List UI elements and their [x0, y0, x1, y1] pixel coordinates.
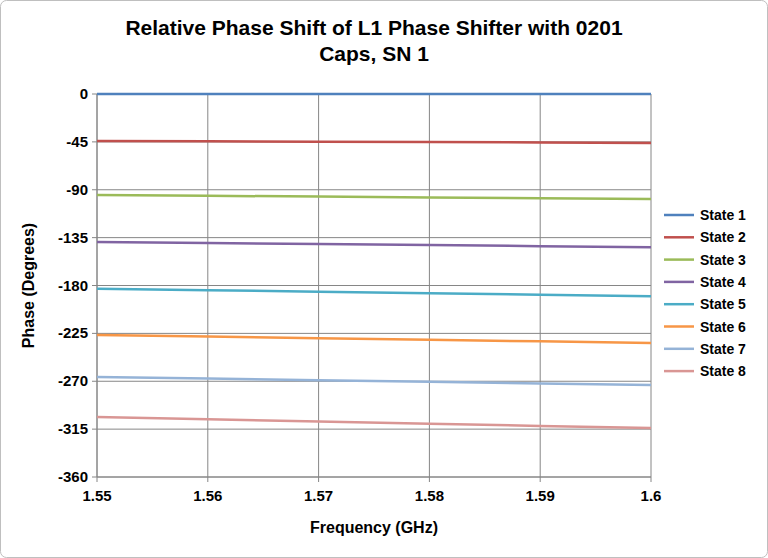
title: Relative Phase Shift of L1 Phase Shifter…	[125, 16, 622, 65]
y-tick	[92, 189, 97, 190]
series-line	[97, 289, 651, 296]
legend-swatch	[664, 303, 694, 306]
x-tick-label: 1.55	[82, 487, 111, 504]
legend-label: State 4	[700, 274, 746, 290]
lines	[97, 94, 651, 428]
y-tick-label: -360	[58, 468, 88, 485]
legend-swatch	[664, 214, 694, 217]
y-tick-label: -135	[58, 229, 88, 246]
y-grid-line	[97, 189, 651, 190]
legend-label: State 2	[700, 229, 746, 245]
legend-label: State 5	[700, 296, 746, 312]
y-tick-label: -90	[66, 181, 88, 198]
legend-label: State 8	[700, 363, 746, 379]
legend-label: State 6	[700, 319, 746, 335]
x-tick	[540, 477, 541, 482]
x-axis-label: Frequency (GHz)	[310, 519, 438, 536]
y-grid-line	[97, 429, 651, 430]
grid	[97, 94, 651, 477]
y-tick-label: -180	[58, 277, 88, 294]
legend-swatch	[664, 325, 694, 328]
x-grid-line	[318, 94, 319, 477]
x-grid-line	[540, 94, 541, 477]
y-tick	[92, 94, 97, 95]
y-tick	[92, 333, 97, 334]
y-tick	[92, 141, 97, 142]
y-tick	[92, 381, 97, 382]
legend: State 1 State 2 State 3 State 4 State 5 State…	[664, 207, 746, 379]
series-line	[97, 93, 651, 96]
x-tick-label: 1.58	[415, 487, 444, 504]
x-grid-line	[429, 94, 430, 477]
x-tick	[429, 477, 430, 482]
legend-swatch	[664, 281, 694, 284]
x-tick-label: 1.56	[193, 487, 222, 504]
y-tick	[92, 285, 97, 286]
legend-swatch	[664, 258, 694, 261]
y-grid-line	[97, 237, 651, 238]
series-line	[97, 335, 651, 343]
y-tick-label: -270	[58, 372, 88, 389]
y-tick	[92, 429, 97, 430]
x-tick	[318, 477, 319, 482]
legend-label: State 3	[700, 252, 746, 268]
x-tick-label: 1.6	[641, 487, 662, 504]
series-line	[97, 417, 651, 428]
y-grid-line	[97, 477, 651, 478]
legend-label: State 7	[700, 341, 746, 357]
legend-swatch	[664, 370, 694, 373]
x-axis-line	[97, 477, 651, 478]
x-tick-label: 1.59	[526, 487, 555, 504]
legend-swatch	[664, 348, 694, 351]
x-tick	[97, 477, 98, 482]
series-line	[97, 195, 651, 199]
y-tick-label: 0	[80, 85, 88, 102]
x-tick-label: 1.57	[304, 487, 333, 504]
y-tick-label: -315	[58, 420, 88, 437]
y-tick	[92, 477, 97, 478]
x-tick	[651, 477, 652, 482]
y-grid-line	[97, 141, 651, 142]
y-tick	[92, 237, 97, 238]
y-grid-line	[97, 285, 651, 286]
title-line: Relative Phase Shift of L1 Phase Shifter…	[125, 16, 622, 39]
chart-border	[1, 1, 768, 558]
series-line	[97, 377, 651, 385]
x-tick	[207, 477, 208, 482]
y-tick-label: -225	[58, 324, 88, 341]
series-line	[97, 242, 651, 247]
series-line	[97, 141, 651, 143]
y-grid-line	[97, 333, 651, 334]
x-grid-line	[651, 94, 652, 477]
y-grid-line	[97, 94, 651, 95]
title-line: Caps, SN 1	[319, 42, 429, 65]
legend-label: State 1	[700, 207, 746, 223]
legend-swatch	[664, 236, 694, 239]
y-tick-label: -45	[66, 133, 88, 150]
y-axis-label: Phase (Degrees)	[20, 223, 37, 348]
chart: Relative Phase Shift of L1 Phase Shifter…	[0, 0, 768, 558]
